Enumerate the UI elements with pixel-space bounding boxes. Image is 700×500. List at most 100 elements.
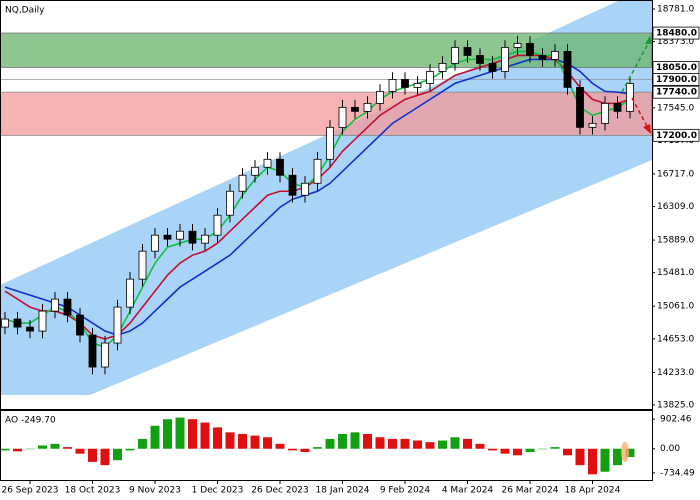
candle-body [113, 306, 122, 344]
oscillator-bar [525, 448, 535, 453]
candle-body [613, 102, 622, 112]
y-tick-label: 15889.0 [657, 236, 694, 246]
oscillator-bar [363, 433, 372, 449]
oscillator-bar [425, 442, 435, 449]
candle-body [488, 63, 497, 72]
level-label-box [652, 128, 700, 142]
candle-body [176, 230, 184, 240]
oscillator-bar [150, 425, 160, 449]
oscillator-bar [475, 443, 485, 449]
oscillator-bar [100, 448, 110, 466]
candle-body [88, 334, 97, 368]
oscillator-bar [50, 443, 60, 449]
oscillator-bar [538, 448, 547, 450]
price-zone [0, 32, 653, 68]
oscillator-bar [213, 427, 222, 449]
bull-arrow-head [645, 36, 653, 44]
candle-body [463, 47, 472, 56]
candle-body [226, 190, 234, 216]
oscillator-bar [300, 448, 310, 453]
candle-body [13, 318, 22, 328]
oscillator-bar [588, 448, 597, 475]
level-label: 17740.0 [656, 88, 697, 98]
candle-body [438, 63, 447, 72]
y-tick-label: 16717.0 [657, 169, 694, 179]
x-tick-label: 26 Mar 2024 [501, 486, 558, 496]
highlight-marker [621, 442, 629, 462]
oscillator-bar [225, 432, 235, 449]
oscillator-bar [438, 440, 447, 449]
oscillator-bar [463, 438, 472, 449]
oscillator-bar [600, 448, 610, 472]
oscillator-panel-frame [0, 410, 653, 481]
x-tick-label: 18 Jan 2024 [316, 486, 370, 496]
candle-body [101, 342, 109, 368]
candle-body [363, 102, 372, 112]
price-zone [0, 91, 653, 136]
candle-body [526, 43, 534, 56]
oscillator-bar [275, 443, 285, 449]
candle-body [401, 79, 409, 88]
candle-body [413, 83, 422, 88]
level-label: 17200.0 [656, 131, 697, 141]
oscillator-bar [500, 448, 510, 454]
candle-body [63, 298, 72, 316]
oscillator-bar [138, 438, 147, 449]
osc-y-tick-label: 902.46 [660, 415, 692, 425]
candle-body [451, 47, 459, 64]
level-label: 17900.0 [656, 75, 697, 85]
plot-layer [0, 32, 653, 475]
candle-body [563, 51, 572, 88]
candle-body [601, 102, 609, 124]
candle-body [626, 83, 634, 112]
candle-body [338, 106, 347, 128]
x-tick-label: 18 Apr 2024 [565, 486, 621, 496]
chart-title: NQ,Daily [5, 6, 45, 16]
x-tick-label: 4 Mar 2024 [442, 486, 494, 496]
oscillator-bar [550, 447, 560, 449]
level-label-box [652, 26, 700, 40]
y-tick-label: 16309.0 [657, 202, 694, 212]
candle-body [251, 166, 259, 176]
oscillator-bar [250, 435, 260, 449]
oscillator-bar [238, 433, 247, 449]
oscillator-bar [113, 448, 122, 461]
candle-body [476, 55, 484, 64]
candle-body [426, 71, 434, 84]
candle-body [163, 234, 172, 240]
y-tick-label: 15061.0 [657, 302, 694, 312]
x-tick-label: 26 Dec 2023 [251, 486, 309, 496]
x-tick-label: 9 Nov 2023 [129, 486, 181, 496]
oscillator-bar [413, 440, 422, 449]
moving-average [4, 58, 631, 336]
oscillator-bar [350, 432, 360, 449]
oscillator-bar [388, 438, 397, 449]
oscillator-bar [75, 448, 85, 454]
y-tick-label: 18781.0 [657, 5, 694, 15]
candle-body [26, 326, 34, 332]
osc-y-tick-label: -734.49 [660, 468, 695, 478]
oscillator-bar [325, 438, 335, 449]
candle-body [51, 298, 59, 312]
candle-body [551, 51, 559, 60]
candle-body [213, 214, 222, 236]
y-tick-label: 14233.0 [657, 368, 694, 378]
y-tick-label: 18373.0 [657, 37, 694, 47]
bear-arrow [631, 97, 649, 129]
candle-body [313, 158, 322, 184]
oscillator-bar [13, 448, 22, 452]
oscillator-bar [488, 448, 497, 451]
oscillator-bar [375, 437, 385, 449]
candle-body [138, 250, 147, 280]
candle-body [588, 122, 597, 128]
level-label: 18480.0 [656, 29, 697, 39]
oscillator-bar [263, 437, 272, 449]
level-label: 18050.0 [656, 63, 697, 73]
oscillator-bar [450, 437, 460, 449]
oscillator-bar [400, 438, 410, 449]
oscillator-bar [0, 448, 10, 451]
candle-body [376, 90, 384, 104]
y-tick-label: 14653.0 [657, 334, 694, 344]
oscillator-bar [38, 445, 47, 449]
